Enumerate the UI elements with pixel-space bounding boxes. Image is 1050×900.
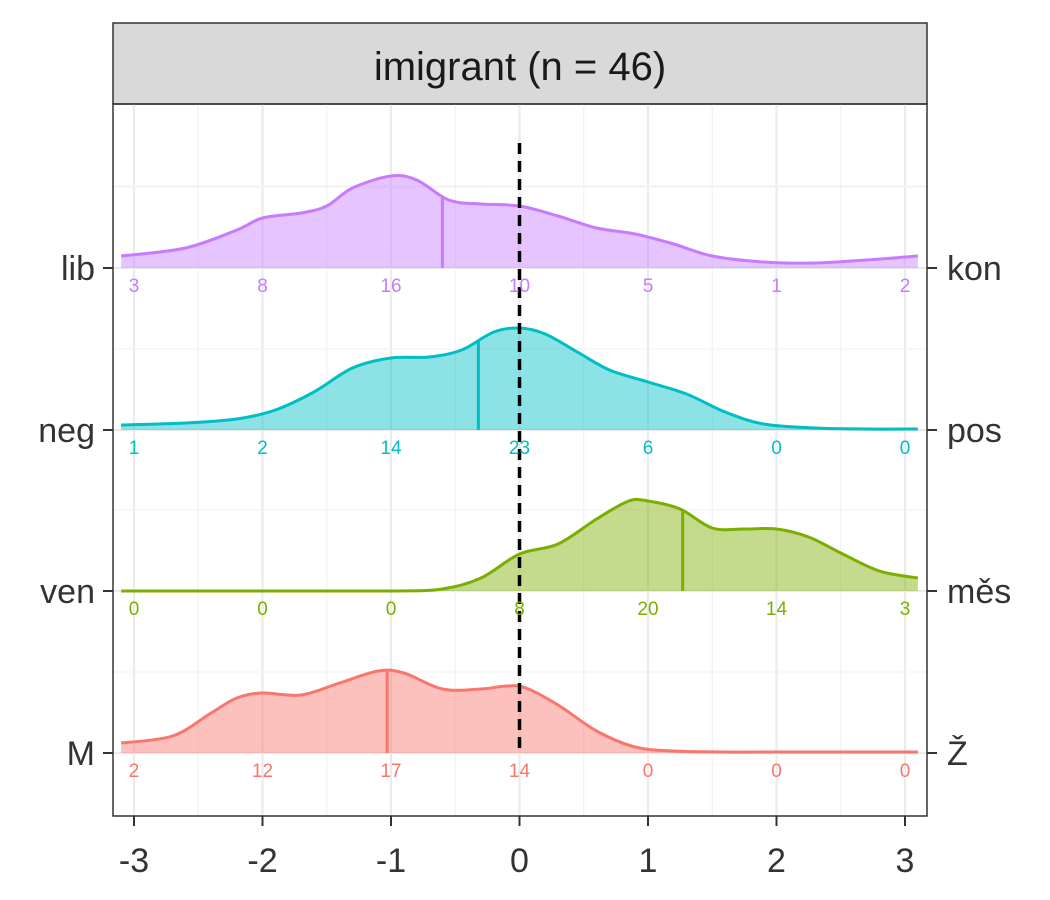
count-label-lib-kon: 10 (509, 276, 530, 297)
count-label-ven-mes: 14 (766, 599, 788, 620)
count-label-neg-pos: 0 (771, 438, 782, 459)
y-label-left-lib-kon: lib (61, 250, 95, 288)
count-label-neg-pos: 14 (380, 438, 402, 459)
ridge-ven-mes (121, 497, 919, 593)
count-label-lib-kon: 5 (643, 276, 654, 297)
x-tick-label: 1 (639, 842, 658, 880)
density-curve-lib-kon (120, 174, 918, 265)
count-label-M-Z: 0 (771, 761, 782, 782)
count-label-M-Z: 0 (643, 761, 654, 782)
x-tick-label: 2 (767, 842, 786, 880)
y-label-left-ven-mes: ven (40, 573, 95, 611)
count-label-neg-pos: 0 (900, 438, 911, 459)
y-label-right-M-Z: Ž (947, 735, 968, 773)
density-area-ven-mes (121, 499, 918, 592)
count-label-lib-kon: 3 (129, 276, 140, 297)
count-label-M-Z: 17 (380, 761, 401, 782)
density-curve-M-Z (120, 668, 918, 754)
facet-title: imigrant (n = 46) (374, 45, 666, 89)
count-label-lib-kon: 8 (257, 276, 268, 297)
x-tick-label: 0 (510, 842, 529, 880)
x-tick-label: -1 (376, 842, 406, 880)
count-label-neg-pos: 1 (129, 438, 140, 459)
count-labels: 3 8 16 10 5 1 21 2 14 23 6 0 00 0 0 8 20 14 32 12 17 14 0 0 0 (129, 276, 911, 782)
x-tick-label: -3 (119, 842, 149, 880)
facet-strip: imigrant (n = 46) (112, 22, 928, 105)
count-label-lib-kon: 2 (900, 276, 911, 297)
count-label-lib-kon: 1 (771, 276, 782, 297)
y-label-left-neg-pos: neg (38, 412, 95, 450)
count-label-ven-mes: 20 (637, 599, 658, 620)
count-label-M-Z: 0 (900, 761, 911, 782)
count-label-lib-kon: 16 (380, 276, 401, 297)
count-label-M-Z: 12 (252, 761, 273, 782)
count-label-M-Z: 14 (509, 761, 531, 782)
x-tick-label: -2 (247, 842, 277, 880)
count-label-ven-mes: 0 (129, 599, 140, 620)
count-label-ven-mes: 3 (900, 599, 911, 620)
count-label-neg-pos: 2 (257, 438, 268, 459)
count-label-ven-mes: 8 (514, 599, 525, 620)
density-curve-ven-mes (121, 497, 919, 593)
y-label-right-lib-kon: kon (947, 250, 1002, 288)
y-label-right-ven-mes: měs (947, 573, 1011, 611)
count-label-neg-pos: 6 (643, 438, 654, 459)
facet-strip-background (112, 22, 928, 105)
y-label-left-M-Z: M (67, 735, 95, 773)
count-label-M-Z: 2 (129, 761, 140, 782)
count-label-ven-mes: 0 (257, 599, 268, 620)
count-label-neg-pos: 23 (509, 438, 530, 459)
y-label-right-neg-pos: pos (947, 412, 1002, 450)
count-label-ven-mes: 0 (386, 599, 397, 620)
x-tick-label: 3 (896, 842, 915, 880)
